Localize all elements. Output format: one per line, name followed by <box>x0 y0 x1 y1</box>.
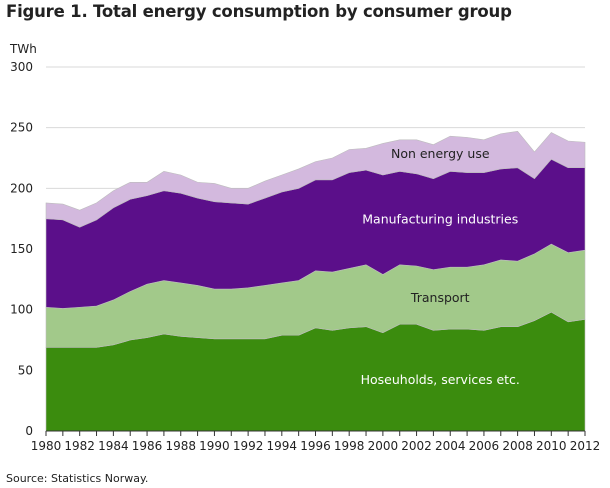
series-label-non-energy-use: Non energy use <box>391 146 490 161</box>
x-tick-label-1998: 1998 <box>334 439 365 453</box>
x-tick-label-2008: 2008 <box>502 439 533 453</box>
source-note: Source: Statistics Norway. <box>6 472 149 485</box>
x-tick-label-1984: 1984 <box>98 439 129 453</box>
series-areas <box>45 130 586 432</box>
area-non-energy-use <box>45 130 586 228</box>
x-tick-label-2002: 2002 <box>401 439 432 453</box>
x-axis-ticks: 1980 1982 1984 1986 1988 1990 1992 1994 1996 1998… <box>31 431 601 453</box>
y-tick-label-250: 250 <box>10 121 33 135</box>
y-tick-label-200: 200 <box>10 181 33 195</box>
x-tick-label-1980: 1980 <box>31 439 62 453</box>
y-tick-label-300: 300 <box>10 60 33 74</box>
y-tick-label-100: 100 <box>10 303 33 317</box>
y-tick-label-150: 150 <box>10 242 33 256</box>
x-tick-label-2012: 2012 <box>570 439 601 453</box>
series-labels: Hoseuholds, services etc. Transport Manufa… <box>361 146 520 387</box>
x-tick-label-2010: 2010 <box>536 439 567 453</box>
x-tick-label-1996: 1996 <box>300 439 331 453</box>
y-tick-label-50: 50 <box>18 363 33 377</box>
y-axis-ticks: 0 50 100 150 200 250 300 <box>10 60 33 438</box>
x-tick-label-1994: 1994 <box>267 439 298 453</box>
series-label-transport: Transport <box>410 290 470 305</box>
figure-title: Figure 1. Total energy consumption by co… <box>6 2 512 21</box>
series-label-manufacturing-industries: Manufacturing industries <box>362 211 518 226</box>
x-tick-label-1986: 1986 <box>132 439 163 453</box>
x-tick-label-1982: 1982 <box>64 439 95 453</box>
x-tick-label-1988: 1988 <box>165 439 196 453</box>
x-tick-label-2006: 2006 <box>469 439 500 453</box>
y-axis-unit-label: TWh <box>9 42 37 56</box>
series-label-hoseuholds-services-etc: Hoseuholds, services etc. <box>361 372 520 387</box>
x-tick-label-2004: 2004 <box>435 439 466 453</box>
x-tick-label-2000: 2000 <box>368 439 399 453</box>
x-tick-label-1990: 1990 <box>199 439 230 453</box>
y-tick-label-0: 0 <box>25 424 33 438</box>
x-tick-label-1992: 1992 <box>233 439 264 453</box>
